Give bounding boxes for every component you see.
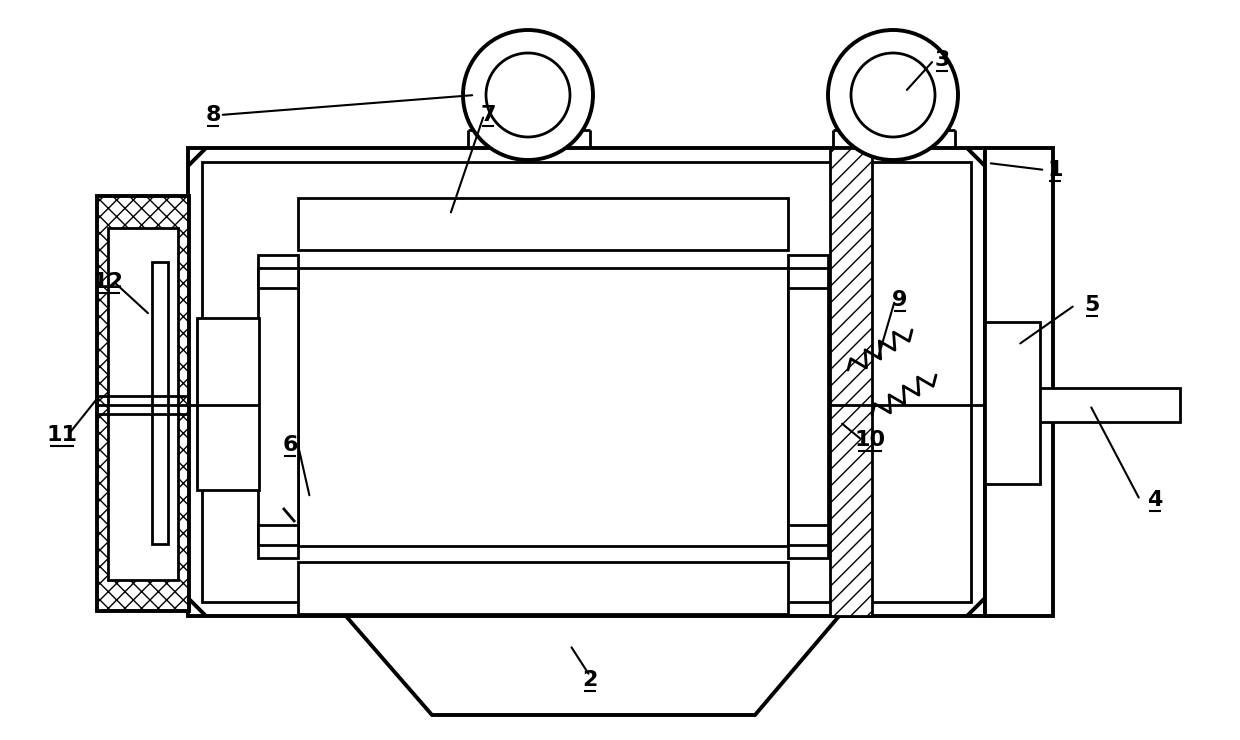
Text: 6: 6 xyxy=(283,435,298,455)
Bar xyxy=(298,562,787,614)
Bar xyxy=(830,148,872,616)
Bar xyxy=(985,148,1053,616)
Bar xyxy=(202,162,971,602)
Text: 7: 7 xyxy=(480,105,496,125)
Bar xyxy=(787,268,828,288)
Text: 12: 12 xyxy=(93,272,124,292)
Text: 11: 11 xyxy=(47,425,77,445)
Bar xyxy=(985,388,1180,422)
Bar xyxy=(97,196,188,611)
Polygon shape xyxy=(345,615,839,715)
Bar xyxy=(298,268,787,546)
Text: 8: 8 xyxy=(206,105,221,125)
Circle shape xyxy=(828,30,959,160)
Text: 3: 3 xyxy=(934,50,950,70)
Text: 2: 2 xyxy=(583,670,598,690)
Bar xyxy=(298,198,787,250)
Bar xyxy=(108,228,179,580)
Bar xyxy=(985,322,1040,484)
Circle shape xyxy=(851,53,935,137)
Text: 4: 4 xyxy=(1147,490,1163,510)
Circle shape xyxy=(463,30,593,160)
Bar xyxy=(197,318,259,490)
Text: 10: 10 xyxy=(854,430,885,450)
Bar xyxy=(188,148,985,616)
Text: 9: 9 xyxy=(893,290,908,310)
Bar xyxy=(258,255,298,558)
Bar xyxy=(787,255,828,558)
Circle shape xyxy=(486,53,570,137)
Bar xyxy=(787,525,828,545)
Text: 1: 1 xyxy=(1048,160,1063,180)
Text: 5: 5 xyxy=(1084,295,1100,315)
Bar xyxy=(258,525,298,545)
Bar xyxy=(258,268,298,288)
Bar xyxy=(153,262,167,544)
